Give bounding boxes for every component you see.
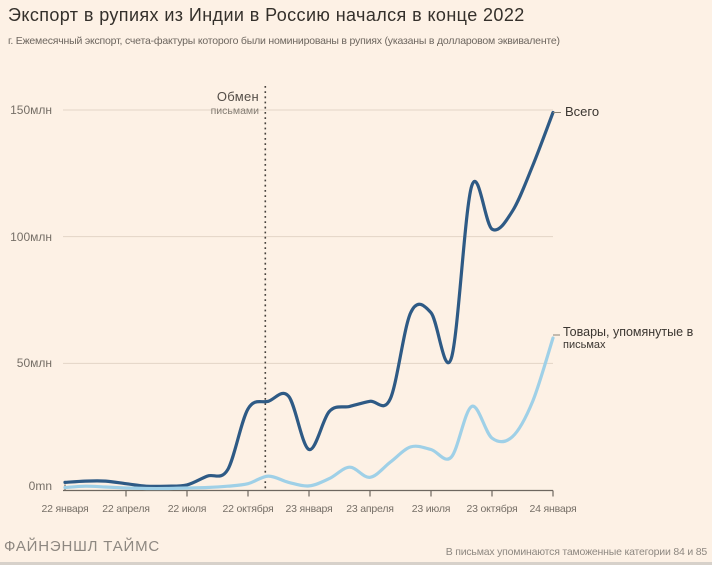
x-axis-label: 22 января	[41, 503, 89, 515]
y-axis-label: 0mn	[28, 479, 52, 493]
series-label-total: Всего	[565, 104, 600, 119]
x-axis-label: 23 июля	[411, 503, 451, 515]
event-annotation-line2: письмами	[210, 104, 259, 117]
series-label-goods-line1: Товары, упомянутые в	[563, 325, 694, 339]
y-axis-label: 50млн	[16, 356, 52, 371]
y-axis-label: 100млн	[10, 229, 52, 244]
total-line	[63, 110, 555, 489]
x-axis-label: 23 января	[285, 503, 333, 515]
x-axis-label: 22 июля	[167, 503, 207, 515]
series-label-goods: Товары, упомянутые в письмах	[563, 325, 711, 352]
chart-title: Экспорт в рупиях из Индии в Россию начал…	[8, 5, 525, 25]
x-axis-label: 23 октября	[466, 503, 518, 515]
x-axis-label: 24 января	[529, 503, 577, 515]
chart-subtitle: г. Ежемесячный экспорт, счета-фактуры ко…	[8, 35, 560, 47]
source-attribution: ФАЙНЭНШЛ ТАЙМС	[4, 538, 161, 555]
event-annotation: Обмен письмами	[119, 89, 259, 117]
x-axis-label: 23 апреля	[346, 503, 394, 515]
x-axis-label: 22 апреля	[102, 503, 150, 515]
goods-line	[63, 336, 555, 491]
series-label-goods-line2: письмах	[563, 339, 606, 352]
window-bottom-edge	[0, 562, 712, 565]
event-annotation-line1: Обмен	[216, 89, 259, 104]
y-axis-label: 150млн	[10, 103, 52, 117]
x-axis-label: 22 октября	[222, 503, 274, 515]
footnote: В письмах упоминаются таможенные категор…	[445, 546, 707, 558]
